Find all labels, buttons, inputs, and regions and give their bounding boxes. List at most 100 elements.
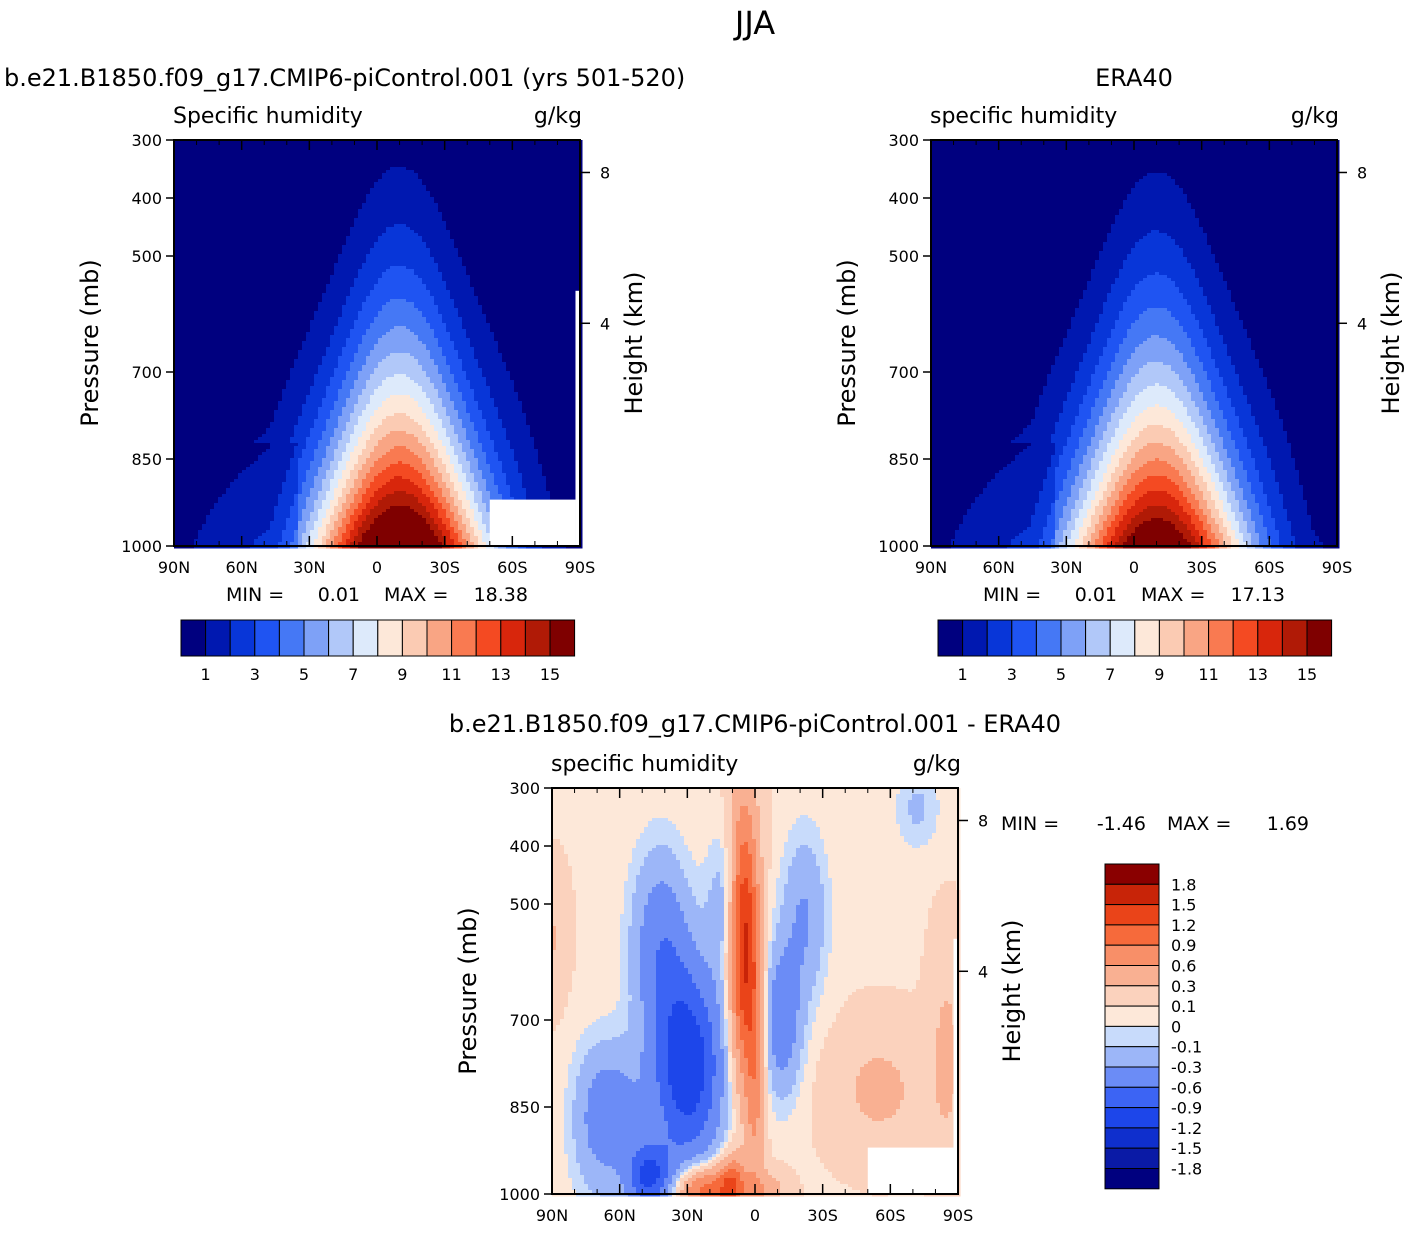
colorbar-label: 13 [491, 665, 511, 684]
x-tick-label: 90N [915, 558, 947, 577]
panel-model-min-value: 0.01 [318, 584, 360, 606]
panel-diff-max-value: 1.69 [1267, 813, 1309, 835]
colorbar-box [1105, 966, 1159, 986]
y-tick-label: 850 [131, 450, 162, 469]
colorbar-box [550, 620, 575, 656]
colorbar-label: 9 [397, 665, 407, 684]
x-tick-label: 0 [750, 1206, 760, 1225]
y-tick-label: 300 [509, 779, 540, 798]
colorbar-label: 1 [201, 665, 211, 684]
panel-model-max-label: MAX = [384, 584, 448, 606]
y-tick-label: 1000 [121, 537, 162, 556]
panel-model-title: b.e21.B1850.f09_g17.CMIP6-piControl.001 … [4, 64, 685, 92]
colorbar-label: 1.2 [1171, 916, 1196, 935]
colorbar-label: -1.5 [1171, 1139, 1202, 1158]
colorbar-box [1086, 620, 1111, 656]
x-tick-label: 0 [1129, 558, 1139, 577]
panel-model-max-value: 18.38 [474, 584, 528, 606]
y-tick-label: 850 [888, 450, 919, 469]
panel-era40-colorbar: 1 3 5 7 9 11 13 15 [938, 620, 1332, 684]
colorbar-box [1036, 620, 1061, 656]
x-tick-label: 90S [565, 558, 596, 577]
colorbar-label: -1.8 [1171, 1160, 1202, 1179]
y-tick-label: 500 [509, 895, 540, 914]
x-tick-label: 30N [1050, 558, 1082, 577]
x-tick-label: 60N [983, 558, 1015, 577]
colorbar-box [1105, 1026, 1159, 1046]
panel-era40-min-label: MIN = [983, 584, 1041, 606]
y-tick-label: 400 [888, 189, 919, 208]
colorbar-label: 0 [1171, 1017, 1181, 1036]
y-tick-label: 500 [888, 247, 919, 266]
colorbar-label: -0.9 [1171, 1099, 1202, 1118]
x-tick-label: 0 [372, 558, 382, 577]
panel-diff: b.e21.B1850.f09_g17.CMIP6-piControl.001 … [449, 710, 1309, 1225]
missing-data-mask [490, 500, 576, 547]
colorbar-box [1105, 1169, 1159, 1189]
panel-era40-min-value: 0.01 [1075, 584, 1117, 606]
colorbar-label: 13 [1248, 665, 1268, 684]
y2-tick-label: 8 [978, 811, 988, 830]
panel-era40-y2label: Height (km) [1377, 272, 1405, 415]
missing-data-mask [868, 1148, 954, 1195]
colorbar-label: 5 [1056, 665, 1066, 684]
y-tick-label: 850 [509, 1098, 540, 1117]
y-tick-label: 400 [131, 189, 162, 208]
x-tick-label: 30S [429, 558, 460, 577]
colorbar-box [1110, 620, 1135, 656]
panel-model-units: g/kg [534, 104, 582, 129]
panel-diff-left-label: specific humidity [551, 752, 738, 777]
y2-tick-label: 8 [600, 163, 610, 182]
x-tick-label: 60S [875, 1206, 906, 1225]
y-tick-label: 700 [888, 363, 919, 382]
colorbar-label: 1.5 [1171, 896, 1196, 915]
colorbar-label: 3 [1007, 665, 1017, 684]
colorbar-box [1105, 945, 1159, 965]
colorbar-box [1258, 620, 1283, 656]
y-tick-label: 1000 [878, 537, 919, 556]
x-tick-label: 90S [1322, 558, 1353, 577]
colorbar-box [255, 620, 280, 656]
colorbar-box [963, 620, 988, 656]
colorbar-box [378, 620, 403, 656]
panel-diff-min-value: -1.46 [1097, 813, 1146, 835]
colorbar-box [1282, 620, 1307, 656]
x-tick-label: 30S [807, 1206, 838, 1225]
y2-tick-label: 4 [600, 314, 610, 333]
colorbar-label: 11 [441, 665, 461, 684]
colorbar-box [1105, 925, 1159, 945]
colorbar-label: 1.8 [1171, 875, 1196, 894]
colorbar-box [525, 620, 550, 656]
x-tick-label: 90N [158, 558, 190, 577]
contour-fill [174, 140, 582, 548]
panel-model-left-label: Specific humidity [173, 104, 363, 129]
panel-diff-ylabel: Pressure (mb) [454, 907, 482, 1074]
colorbar-label: 0.3 [1171, 977, 1196, 996]
panel-model-min-label: MIN = [226, 584, 284, 606]
colorbar-box [427, 620, 452, 656]
colorbar-label: 9 [1154, 665, 1164, 684]
colorbar-label: 5 [299, 665, 309, 684]
panel-era40-max-value: 17.13 [1231, 584, 1285, 606]
colorbar-label: -0.6 [1171, 1078, 1202, 1097]
colorbar-box [181, 620, 206, 656]
colorbar-box [304, 620, 329, 656]
panel-model-y2label: Height (km) [620, 272, 648, 415]
colorbar-box [1105, 986, 1159, 1006]
colorbar-label: -0.3 [1171, 1058, 1202, 1077]
colorbar-box [1061, 620, 1086, 656]
colorbar-box [1209, 620, 1234, 656]
panel-era40-left-label: specific humidity [930, 104, 1117, 129]
panel-diff-units: g/kg [913, 752, 961, 777]
colorbar-box [329, 620, 354, 656]
panel-diff-title: b.e21.B1850.f09_g17.CMIP6-piControl.001 … [449, 710, 1061, 738]
colorbar-box [1159, 620, 1184, 656]
colorbar-box [402, 620, 427, 656]
colorbar-box [1105, 1108, 1159, 1128]
panel-era40: ERA40 specific humidity g/kg 90N 60N 30N 0 3… [833, 64, 1405, 684]
colorbar-box [1105, 1067, 1159, 1087]
panel-model: b.e21.B1850.f09_g17.CMIP6-piControl.001 … [4, 64, 685, 684]
y2-tick-label: 8 [1357, 163, 1367, 182]
